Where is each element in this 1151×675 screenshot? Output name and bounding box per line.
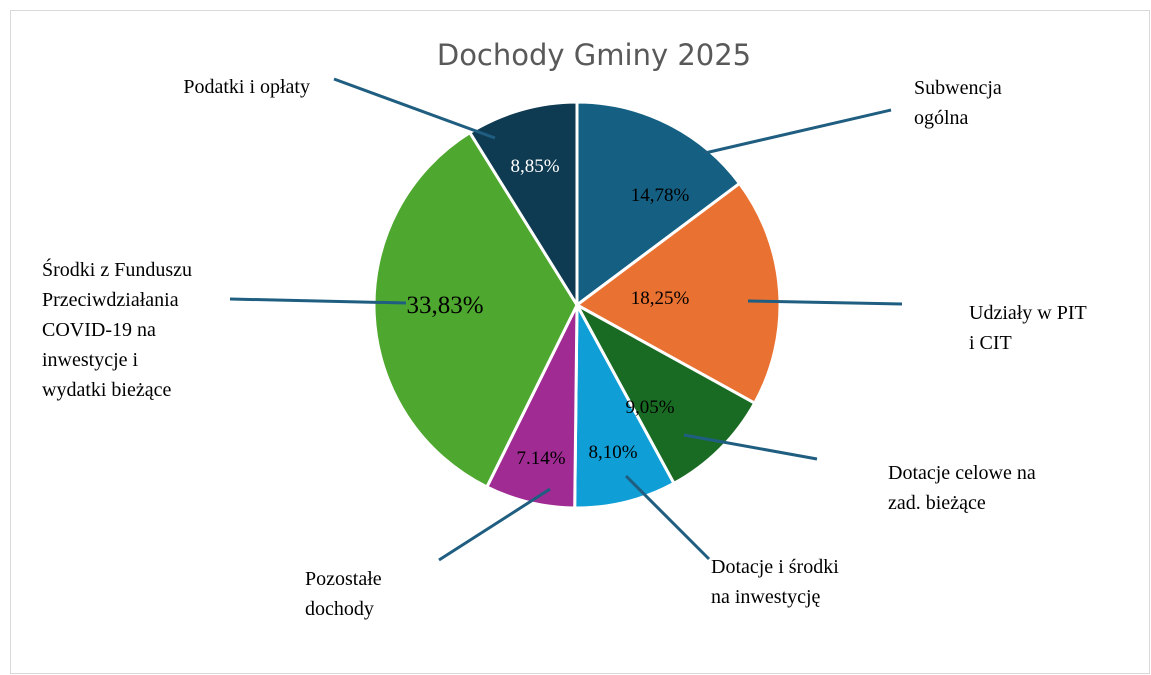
data-label: 8,85% (510, 156, 559, 177)
data-label: 33,83% (406, 292, 483, 319)
chart-title: Dochody Gminy 2025 (437, 38, 751, 72)
data-label: 18,25% (631, 288, 690, 309)
leader-line (438, 487, 551, 562)
category-label: Udziały w PIT i CIT (969, 302, 1087, 354)
pie-slice (575, 181, 782, 405)
category-label: Dotacje i środki na inwestycję (711, 556, 839, 608)
leader-line (704, 108, 892, 155)
category-label: Środki z Funduszu Przeciwdziałania COVID-1… (42, 257, 192, 401)
data-label: 8,10% (588, 442, 637, 463)
pie-slice (575, 100, 742, 307)
category-label: Subwencja ogólna (914, 77, 1002, 129)
data-label: 7.14% (516, 448, 565, 469)
leader-line (229, 297, 407, 305)
leader-line (333, 77, 496, 140)
leader-line (683, 433, 818, 461)
leader-line (747, 299, 903, 306)
data-label: 9,05% (625, 397, 674, 418)
data-label: 14,78% (631, 185, 690, 206)
leader-line (624, 474, 711, 561)
category-label: Dotacje celowe na zad. bieżące (888, 462, 1036, 514)
pie-slice (372, 131, 579, 489)
pie-chart: Dochody Gminy 2025 14,78% 18,25% 9,05% 8,10… (42, 38, 1087, 620)
category-label: Pozostałe dochody (305, 568, 382, 620)
category-label: Podatki i opłaty (183, 76, 310, 98)
pie-slice (573, 303, 676, 510)
chart-area: Dochody Gminy 2025 14,78% 18,25% 9,05% 8,10… (10, 10, 1150, 674)
